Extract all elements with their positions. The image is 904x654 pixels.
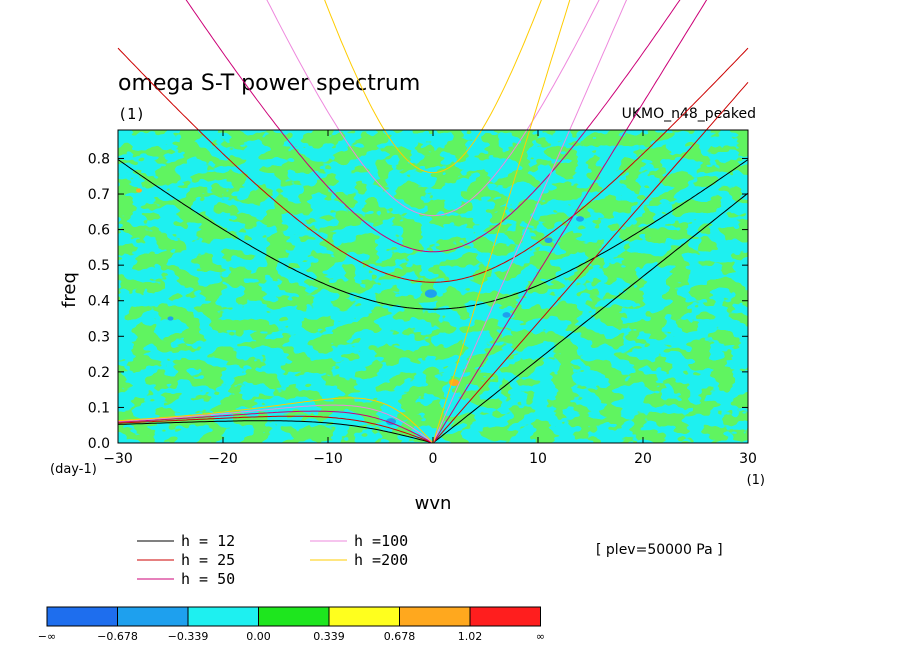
field-spot [576,216,584,222]
curve-h50-kelvin [432,0,708,444]
y-tick-label: 0.2 [88,365,110,381]
curve-h25-kelvin [432,81,749,444]
legend-label-h100: h =100 [354,532,408,550]
colorbar-swatch [46,606,118,627]
colorbar-label: −0.678 [97,630,138,643]
y-axis-title: freq [59,272,80,308]
colorbar-label: 1.02 [458,630,483,643]
legend-label-h200: h =200 [354,551,408,569]
y-tick-label: 0.5 [88,258,110,274]
y-axis: 0.0 0.1 0.2 0.3 0.4 0.5 0.6 0.7 0.8 [88,151,748,452]
field-spot [502,312,511,318]
x-tick-label: −30 [103,451,133,467]
curve-h12-eig [117,159,749,310]
curve-h25-rossby [117,415,434,444]
field-spot [136,188,142,193]
colorbar-label: ∞ [536,630,545,643]
y-tick-label: 0.1 [88,400,110,416]
colorbar-label: −∞ [38,630,56,643]
dispersion-curves [117,0,749,444]
legend-label-h12: h = 12 [181,532,235,550]
legend-label-h25: h = 25 [181,551,235,569]
colorbar-label: 0.00 [246,630,271,643]
y-tick-label: 0.0 [88,436,110,452]
colorbar-label: −0.339 [168,630,209,643]
y-tick-label: 0.4 [88,294,110,310]
y-units: (day-1) [50,462,97,477]
curve-h50-eig [185,0,681,253]
y-tick-label: 0.8 [88,151,110,167]
model-label: UKMO_n48_peaked [622,106,756,122]
curve-h100-rossby [117,404,434,444]
x-tick-label: −10 [313,451,343,467]
colorbar-swatch [469,606,541,627]
colorbar-swatch [328,606,400,627]
x-axis: −30 −20 −10 0 10 20 30 [103,130,757,467]
colorbar-swatch [187,606,259,627]
colorbar-label: 0.678 [384,630,416,643]
x-tick-label: 30 [739,451,757,467]
units-label: (1) [118,105,145,123]
x-units: (1) [747,473,765,488]
x-tick-label: 0 [429,451,438,467]
field-spot [167,316,174,321]
x-tick-label: −20 [208,451,238,467]
colorbar: −∞ −0.678 −0.339 0.00 0.339 0.678 1.02 ∞ [38,606,545,643]
curve-h12-rossby [117,420,434,444]
x-axis-title: wvn [415,493,452,514]
colorbar-swatch [258,606,330,627]
curve-h200-rossby [117,397,434,444]
y-tick-label: 0.6 [88,223,110,239]
colorbar-label: 0.339 [313,630,345,643]
colorbar-swatch [399,606,471,627]
legend-label-h50: h = 50 [181,570,235,588]
curve-h200-kelvin [432,0,571,444]
curve-h25-eig [117,47,749,283]
y-tick-label: 0.3 [88,329,110,345]
curve-h200-eig [324,0,542,174]
curve-h100-eig [266,0,600,217]
field-spot [424,289,437,298]
power-field [118,130,748,443]
colorbar-swatch [117,606,189,627]
curve-h100-kelvin [432,0,628,444]
y-tick-label: 0.7 [88,187,110,203]
curve-h50-rossby [117,410,434,444]
chart-title: omega S-T power spectrum [118,71,420,96]
field-spot [544,237,553,244]
level-label: [ plev=50000 Pa ] [596,542,723,558]
x-tick-label: 10 [529,451,547,467]
curve-h12-kelvin [432,192,749,444]
x-tick-label: 20 [634,451,652,467]
